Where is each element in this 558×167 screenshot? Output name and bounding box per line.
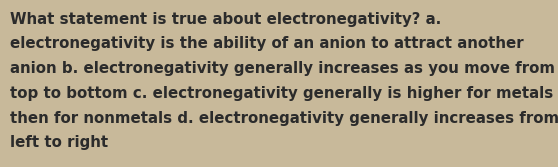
Text: electronegativity is the ability of an anion to attract another: electronegativity is the ability of an a… [10, 36, 523, 51]
Text: anion b. electronegativity generally increases as you move from: anion b. electronegativity generally inc… [10, 61, 555, 76]
Text: left to right: left to right [10, 135, 108, 150]
Text: then for nonmetals d. electronegativity generally increases from: then for nonmetals d. electronegativity … [10, 111, 558, 126]
Text: What statement is true about electronegativity? a.: What statement is true about electronega… [10, 12, 441, 27]
Text: top to bottom c. electronegativity generally is higher for metals: top to bottom c. electronegativity gener… [10, 86, 554, 101]
